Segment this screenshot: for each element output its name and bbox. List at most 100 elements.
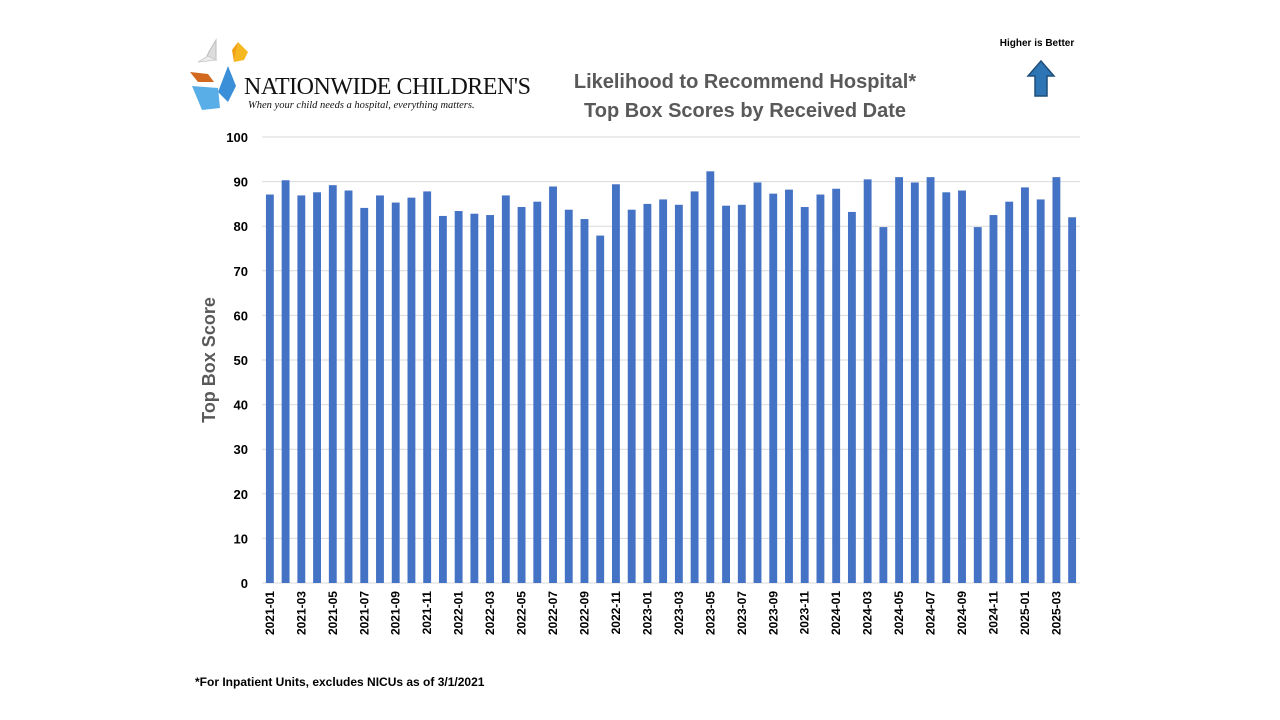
bar-2022-02 [470, 213, 479, 583]
bar-2021-12 [438, 215, 447, 583]
bar-2022-05 [517, 207, 526, 583]
bar-2024-11 [989, 215, 998, 584]
bar-2024-08 [942, 192, 951, 583]
logo-name: NATIONWIDE CHILDREN'S [244, 74, 531, 100]
bar-2021-01 [265, 194, 274, 583]
bar-2025-03 [1052, 177, 1061, 583]
bar-2024-12 [1005, 201, 1014, 584]
bar-2022-09 [580, 219, 589, 583]
x-tick-label: 2023-03 [672, 591, 686, 635]
x-tick-label: 2024-07 [924, 591, 938, 635]
y-tick-label: 50 [234, 353, 248, 368]
y-tick-label: 0 [241, 576, 248, 591]
x-tick-label: 2021-09 [389, 591, 403, 635]
x-tick-label: 2024-11 [986, 591, 1000, 635]
x-tick-label: 2023-09 [766, 591, 780, 635]
y-tick-label: 40 [234, 398, 248, 413]
bar-2021-08 [376, 195, 384, 583]
y-tick-label: 80 [234, 219, 248, 234]
x-tick-label: 2023-07 [735, 591, 749, 635]
bar-2021-04 [313, 192, 321, 583]
bar-2023-06 [722, 205, 730, 583]
logo-tagline: When your child needs a hospital, everyt… [248, 100, 475, 111]
bar-2021-11 [423, 191, 432, 584]
bar-2021-02 [281, 180, 290, 583]
x-tick-label: 2025-01 [1018, 591, 1032, 635]
higher-is-better-label: Higher is Better [999, 38, 1075, 49]
bar-2024-06 [910, 182, 919, 583]
y-tick-label: 10 [234, 531, 248, 546]
bar-2021-05 [328, 185, 337, 583]
x-tick-label: 2021-07 [357, 591, 371, 635]
bar-2023-07 [737, 204, 746, 584]
x-tick-label: 2023-01 [640, 591, 654, 635]
x-tick-label: 2023-05 [703, 591, 717, 635]
x-tick-label: 2024-05 [892, 591, 906, 635]
bar-2024-04 [879, 227, 888, 584]
bar-2022-03 [486, 215, 495, 584]
bar-2024-03 [863, 179, 872, 583]
x-tick-label: 2024-09 [955, 591, 969, 635]
bar-2024-07 [926, 177, 935, 583]
bar-2022-01 [454, 211, 463, 583]
x-tick-label: 2022-07 [546, 591, 560, 635]
bar-2025-04 [1068, 217, 1077, 583]
bar-2022-12 [627, 209, 636, 583]
x-tick-label: 2022-09 [577, 591, 591, 635]
bar-2025-02 [1036, 199, 1045, 583]
bar-2023-11 [800, 207, 809, 583]
bar-2023-12 [816, 194, 825, 583]
x-tick-label: 2022-05 [515, 591, 529, 635]
bar-2021-07 [360, 207, 369, 583]
bar-2023-03 [674, 204, 683, 584]
chart-title: Likelihood to Recommend Hospital* Top Bo… [500, 68, 990, 126]
bar-2023-09 [769, 193, 778, 583]
bar-2021-10 [407, 197, 416, 583]
bar-2025-01 [1021, 187, 1029, 583]
bar-2024-09 [958, 190, 966, 583]
y-tick-label: 60 [234, 308, 248, 323]
title-line-2: Top Box Scores by Received Date [584, 100, 906, 122]
bar-2022-04 [501, 195, 510, 583]
bar-2022-08 [564, 209, 573, 583]
bar-2021-06 [344, 190, 353, 583]
bar-2023-04 [690, 191, 699, 584]
bar-2023-10 [785, 189, 793, 584]
bar-2022-11 [612, 184, 620, 583]
x-tick-label: 2022-11 [609, 591, 623, 635]
bar-2023-05 [706, 171, 715, 584]
footnote: *For Inpatient Units, excludes NICUs as … [195, 675, 485, 689]
x-tick-label: 2023-11 [798, 591, 812, 635]
bar-2024-02 [847, 211, 856, 584]
x-tick-label: 2021-01 [263, 591, 277, 635]
x-tick-label: 2025-03 [1049, 591, 1063, 635]
arrow-up-icon [1026, 60, 1056, 97]
bar-2024-05 [895, 177, 904, 583]
bar-2023-08 [753, 182, 762, 583]
y-tick-label: 20 [234, 487, 248, 502]
x-tick-label: 2021-03 [294, 591, 308, 635]
x-tick-label: 2021-11 [420, 591, 434, 635]
y-tick-label: 70 [234, 264, 248, 279]
x-tick-label: 2022-01 [452, 591, 466, 635]
bar-2021-03 [297, 195, 306, 583]
bar-2023-01 [643, 203, 652, 583]
y-tick-label: 100 [226, 130, 248, 145]
butterflies-icon [190, 38, 248, 110]
nationwide-childrens-logo: NATIONWIDE CHILDREN'S When your child ne… [188, 36, 531, 116]
x-tick-label: 2021-05 [326, 591, 340, 635]
x-tick-label: 2024-03 [861, 591, 875, 635]
y-tick-label: 30 [234, 442, 248, 457]
title-line-1: Likelihood to Recommend Hospital* [573, 71, 917, 93]
bar-2021-09 [391, 202, 400, 583]
x-tick-label: 2024-01 [829, 591, 843, 635]
bar-2024-10 [973, 227, 982, 584]
bar-2022-07 [549, 186, 557, 584]
x-tick-label: 2022-03 [483, 591, 497, 635]
bar-2023-02 [659, 199, 668, 583]
bar-2022-06 [533, 201, 542, 584]
bar-2022-10 [596, 235, 605, 584]
y-tick-label: 90 [234, 175, 248, 190]
y-axis-label: Top Box Score [199, 297, 219, 423]
